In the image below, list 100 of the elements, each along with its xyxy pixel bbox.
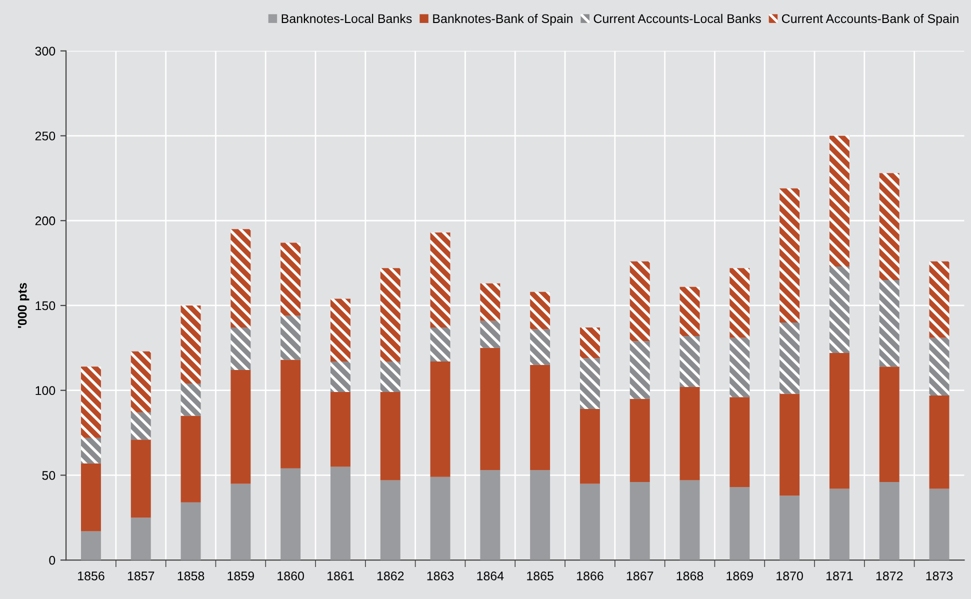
bar bbox=[530, 292, 550, 330]
bar bbox=[929, 488, 950, 560]
x-tick-label: 1858 bbox=[178, 572, 204, 580]
bar bbox=[780, 188, 800, 322]
bar bbox=[380, 392, 400, 480]
x-tick-label: 1862 bbox=[377, 572, 404, 580]
x-tick-label: 1857 bbox=[128, 572, 154, 580]
legend-label: Banknotes-Bank of Spain bbox=[433, 14, 572, 26]
bar bbox=[81, 463, 101, 532]
x-tick-label: 1864 bbox=[477, 572, 504, 580]
bar bbox=[580, 409, 600, 484]
y-tick-label: 200 bbox=[35, 216, 56, 226]
bar bbox=[380, 268, 400, 362]
bar bbox=[480, 283, 500, 321]
x-tick-label: 1863 bbox=[427, 572, 454, 580]
bar bbox=[230, 328, 251, 370]
bar bbox=[330, 298, 350, 362]
x-tick-label: 1859 bbox=[228, 572, 254, 580]
bar bbox=[580, 358, 600, 410]
bar bbox=[430, 232, 450, 328]
bar bbox=[230, 229, 251, 328]
bar bbox=[630, 398, 650, 482]
bar bbox=[480, 470, 500, 560]
bar bbox=[380, 361, 400, 392]
bar bbox=[929, 261, 950, 338]
bar bbox=[430, 328, 450, 362]
bar bbox=[630, 341, 650, 399]
bar bbox=[430, 476, 450, 560]
bar bbox=[829, 353, 850, 489]
legend-label: Current Accounts-Local Banks bbox=[594, 14, 761, 24]
bar bbox=[81, 531, 101, 560]
legend-label: Current Accounts-Bank of Spain bbox=[782, 14, 958, 26]
bar bbox=[280, 316, 301, 360]
y-tick-label: 50 bbox=[42, 471, 56, 480]
bar bbox=[780, 322, 800, 394]
bar bbox=[130, 518, 151, 560]
x-tick-label: 1856 bbox=[78, 572, 104, 580]
x-tick-label: 1873 bbox=[926, 572, 953, 580]
bar bbox=[530, 329, 550, 365]
x-tick-label: 1871 bbox=[826, 572, 853, 580]
bar bbox=[730, 397, 750, 488]
bar bbox=[380, 480, 400, 560]
bar bbox=[630, 482, 650, 560]
bar bbox=[929, 395, 950, 489]
bar bbox=[630, 261, 650, 342]
bar bbox=[829, 488, 850, 560]
bar bbox=[929, 338, 950, 396]
x-tick-label: 1867 bbox=[626, 572, 654, 580]
bar bbox=[180, 384, 201, 416]
bar bbox=[730, 268, 750, 338]
bar bbox=[330, 466, 350, 560]
bar bbox=[780, 496, 800, 560]
x-tick-label: 1868 bbox=[676, 572, 704, 580]
bar bbox=[879, 173, 900, 280]
bar bbox=[829, 266, 850, 354]
x-tick-label: 1872 bbox=[876, 572, 903, 580]
bar bbox=[130, 440, 151, 518]
bar bbox=[180, 502, 201, 560]
bar bbox=[680, 386, 700, 480]
bar bbox=[330, 392, 350, 467]
bar bbox=[580, 484, 600, 560]
bar bbox=[180, 416, 201, 502]
y-tick-label: 250 bbox=[35, 132, 56, 140]
bar bbox=[879, 482, 900, 560]
bar bbox=[280, 360, 301, 468]
bar bbox=[130, 351, 151, 412]
bar bbox=[780, 394, 800, 496]
bar bbox=[430, 361, 450, 477]
bar bbox=[480, 348, 500, 470]
bar bbox=[230, 370, 251, 484]
x-tick-label: 1861 bbox=[328, 572, 354, 580]
bar bbox=[280, 468, 301, 560]
bar bbox=[580, 328, 600, 358]
x-tick-label: 1869 bbox=[726, 572, 753, 580]
bar bbox=[530, 364, 550, 470]
bar bbox=[330, 361, 350, 392]
bar bbox=[879, 280, 900, 367]
bar bbox=[480, 320, 500, 348]
bar bbox=[829, 136, 850, 266]
bar bbox=[81, 438, 101, 464]
y-tick-label: 300 bbox=[35, 46, 56, 56]
x-tick-label: 1865 bbox=[527, 572, 554, 580]
y-tick-label: 150 bbox=[36, 301, 56, 310]
x-tick-label: 1866 bbox=[577, 572, 604, 580]
x-tick-label: 1870 bbox=[776, 572, 803, 580]
bar bbox=[680, 480, 700, 560]
bar bbox=[180, 305, 201, 384]
y-axis-title: '000 pts bbox=[18, 282, 30, 328]
bar bbox=[680, 286, 700, 336]
bar bbox=[680, 336, 700, 387]
bar bbox=[130, 412, 151, 440]
legend-label: Banknotes-Local Banks bbox=[282, 14, 412, 24]
bar bbox=[280, 242, 301, 316]
bar bbox=[879, 366, 900, 482]
y-tick-label: 0 bbox=[49, 556, 56, 565]
bar bbox=[730, 338, 750, 398]
bar bbox=[230, 484, 251, 560]
bar bbox=[530, 470, 550, 560]
bar bbox=[730, 487, 750, 560]
y-tick-label: 100 bbox=[36, 386, 56, 395]
